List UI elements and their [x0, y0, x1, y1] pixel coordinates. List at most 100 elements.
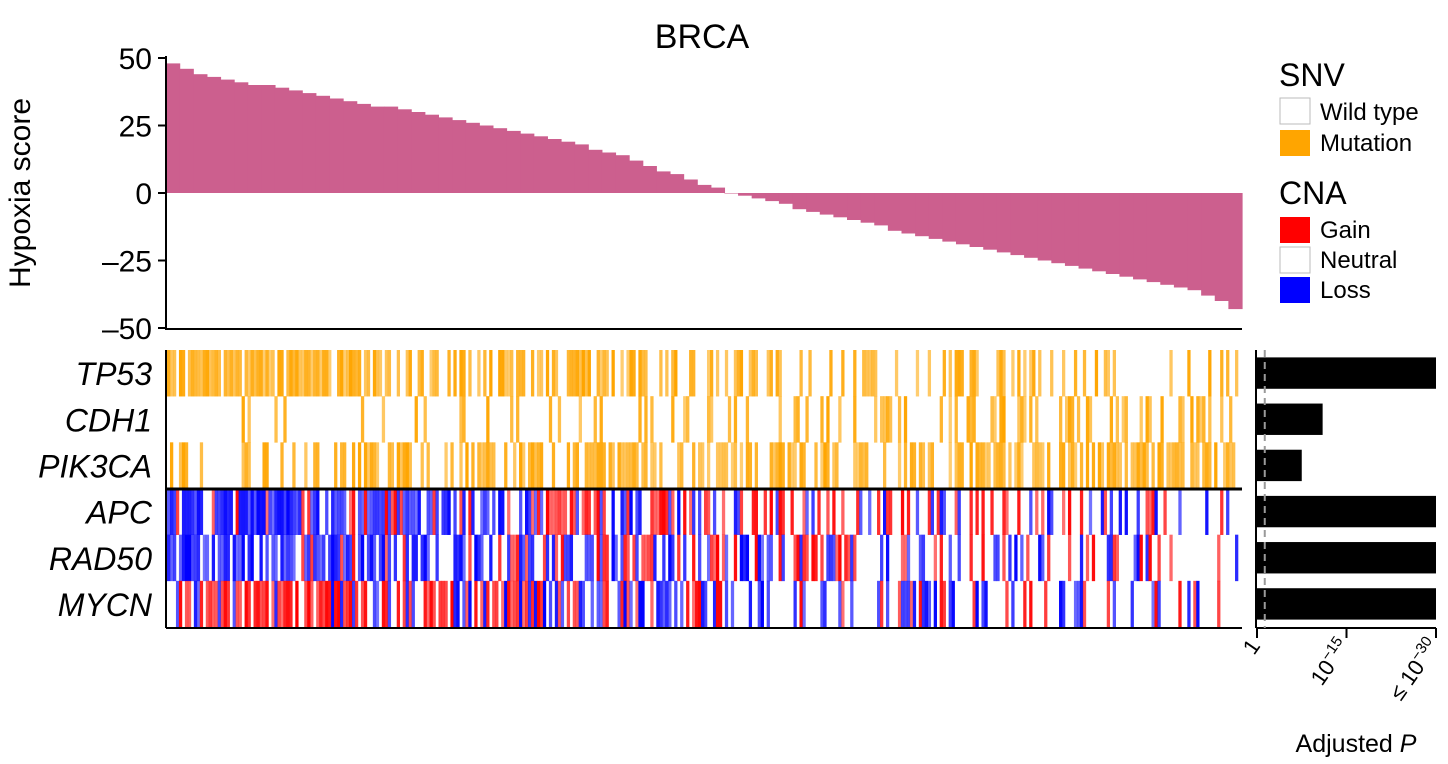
heatmap-cell — [781, 442, 785, 489]
heatmap-cell — [289, 350, 293, 397]
heatmap-cell — [954, 488, 958, 535]
heatmap-cell — [796, 396, 800, 443]
heatmap-cell — [1076, 396, 1081, 443]
heatmap-cell — [668, 580, 672, 628]
heatmap-cell — [271, 488, 275, 535]
heatmap-cell — [871, 350, 875, 397]
heatmap-cell — [286, 350, 290, 397]
heatmap-cell — [519, 580, 523, 628]
heatmap-cell — [357, 488, 362, 535]
heatmap-cell — [611, 534, 615, 582]
heatmap-cell — [1100, 442, 1105, 489]
heatmap-cell — [566, 442, 571, 489]
heatmap-cell — [706, 350, 711, 397]
heatmap-cell — [283, 488, 287, 535]
hypoxia-bar — [1173, 193, 1189, 288]
heatmap-cell — [360, 580, 365, 628]
heatmap-cell — [366, 350, 371, 397]
heatmap-cell — [480, 488, 484, 535]
heatmap-cell — [396, 580, 400, 628]
heatmap-cell — [1041, 534, 1045, 582]
heatmap-cell — [226, 488, 230, 535]
heatmap-cell — [495, 580, 499, 628]
heatmap-cell — [351, 442, 356, 489]
heatmap-cell — [692, 580, 696, 628]
heatmap-cell — [372, 534, 377, 582]
heatmap-cell — [1112, 534, 1116, 582]
heatmap-cell — [880, 580, 884, 628]
heatmap-cell — [527, 488, 532, 535]
heatmap-cell — [187, 350, 192, 397]
heatmap-cell — [781, 534, 785, 582]
heatmap-cell — [259, 350, 263, 397]
heatmap-cell — [927, 350, 932, 397]
heatmap-cell — [444, 580, 448, 628]
heatmap-cell — [310, 534, 314, 582]
heatmap-cell — [465, 442, 469, 489]
heatmap-cell — [527, 442, 532, 489]
heatmap-cell — [721, 488, 726, 535]
heatmap-cell — [214, 580, 219, 628]
heatmap-cell — [328, 350, 332, 397]
heatmap-cell — [778, 350, 782, 397]
heatmap-cell — [993, 534, 997, 582]
heatmap-cell — [877, 488, 881, 535]
heatmap-cell — [178, 350, 183, 397]
heatmap-cell — [217, 350, 221, 397]
heatmap-cell — [623, 488, 627, 535]
heatmap-cell — [724, 350, 729, 397]
heatmap-cell — [175, 580, 180, 628]
heatmap-cell — [1103, 488, 1108, 535]
heatmap-cell — [393, 534, 398, 582]
hypoxia-bar — [792, 193, 807, 210]
heatmap-cell — [223, 350, 227, 397]
heatmap-cell — [1235, 534, 1239, 582]
heatmap-cell — [277, 488, 281, 535]
heatmap-cell — [202, 350, 207, 397]
heatmap-cell — [868, 350, 872, 397]
heatmap-cell — [360, 488, 365, 535]
heatmap-cell — [283, 580, 287, 628]
heatmap-cell — [501, 350, 505, 397]
heatmap-cell — [372, 442, 377, 489]
heatmap-cell — [340, 350, 344, 397]
heatmap-cell — [193, 350, 198, 397]
heatmap-cell — [829, 534, 833, 582]
heatmap-cell — [280, 580, 284, 628]
heatmap-cell — [918, 534, 923, 582]
heatmap-cell — [1073, 442, 1078, 489]
heatmap-cell — [566, 580, 571, 628]
heatmap-cell — [885, 534, 890, 582]
heatmap-cell — [948, 350, 952, 397]
heatmap-cell — [369, 488, 374, 535]
heatmap-cell — [241, 442, 245, 489]
heatmap-cell — [420, 350, 424, 397]
heatmap-cell — [274, 580, 278, 628]
heatmap-cell — [739, 488, 744, 535]
heatmap-cell — [614, 534, 618, 582]
heatmap-cell — [196, 534, 201, 582]
heatmap-cell — [814, 442, 818, 489]
heatmap-cell — [1038, 534, 1042, 582]
heatmap-cell — [626, 442, 630, 489]
heatmap-cell — [533, 442, 538, 489]
heatmap-cell — [459, 488, 463, 535]
heatmap-cell — [390, 488, 395, 535]
heatmap-cell — [632, 350, 636, 397]
heatmap-cell — [316, 442, 320, 489]
heatmap-cell — [692, 488, 696, 535]
heatmap-cell — [316, 534, 320, 582]
heatmap-cell — [802, 534, 806, 582]
heatmap-cell — [504, 350, 508, 397]
heatmap-cell — [644, 534, 648, 582]
heatmap-cell — [712, 580, 717, 628]
heatmap-cell — [671, 396, 675, 443]
heatmap-cell — [1124, 442, 1128, 489]
heatmap-cell — [435, 488, 439, 535]
heatmap-cell — [363, 350, 368, 397]
heatmap-cell — [1011, 350, 1015, 397]
heatmap-cell — [1145, 534, 1149, 582]
heatmap-cell — [235, 488, 239, 535]
hypoxia-bar — [819, 193, 834, 215]
heatmap-cell — [181, 488, 186, 535]
